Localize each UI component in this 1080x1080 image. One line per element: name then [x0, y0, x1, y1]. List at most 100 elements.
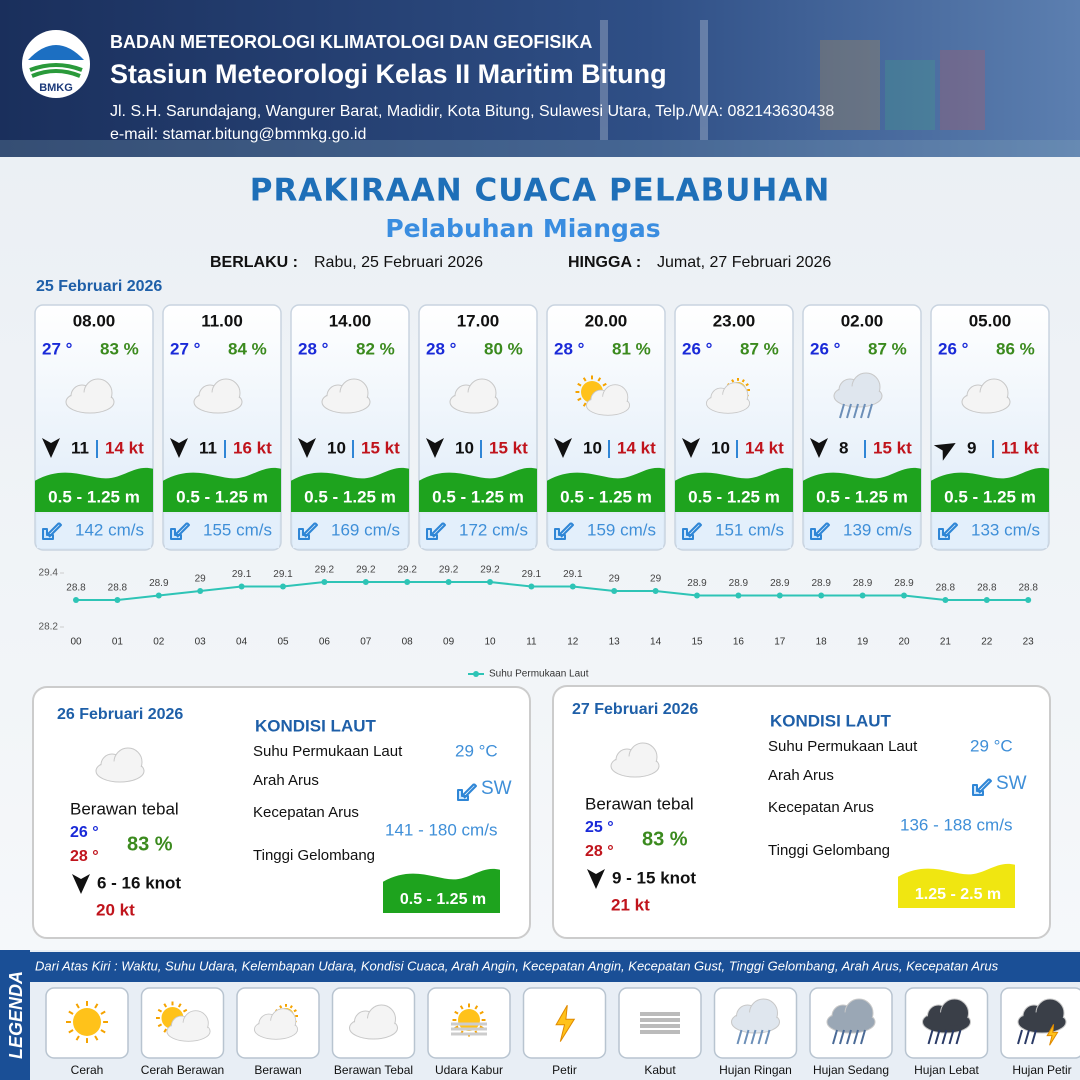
wave-shape: [291, 467, 409, 512]
card-gust: 14 kt: [745, 438, 784, 457]
legend-item-label: Hujan Ringan: [719, 1063, 792, 1077]
sea-wave: 0.5 - 1.25 m: [400, 891, 486, 908]
legend-side-bar: [0, 950, 30, 1080]
cloud-part: [184, 1011, 208, 1035]
card-humidity: 87 %: [740, 339, 779, 358]
sea-label: Suhu Permukaan Laut: [768, 738, 918, 755]
rain-drop: [743, 1029, 750, 1045]
card-humidity: 87 %: [868, 339, 907, 358]
from-date: Rabu, 25 Februari 2026: [314, 254, 483, 271]
card-humidity: 82 %: [356, 339, 395, 358]
wave-shape: [898, 863, 1015, 908]
sst-value-label: 28.8: [936, 583, 956, 594]
cloud-part: [368, 1006, 395, 1032]
sun-ray: [157, 1008, 163, 1013]
panel-wind: 6 - 16 knot: [97, 873, 181, 892]
cloud: [585, 384, 631, 416]
sst-point: [445, 579, 452, 585]
rain-drop: [832, 1029, 838, 1045]
legend-item-label: Udara Kabur: [435, 1063, 503, 1077]
card-wind: 9: [967, 438, 976, 457]
sst-value-label: 29: [609, 574, 621, 585]
card-time: 17.00: [457, 311, 500, 330]
panel-date: 27 Februari 2026: [572, 701, 698, 718]
sst-point: [114, 597, 121, 603]
sst-point: [528, 583, 535, 590]
sun-ray: [293, 1009, 297, 1013]
card-wind: 11: [199, 438, 217, 457]
sea-label: Arah Arus: [768, 767, 834, 784]
rain-drop: [860, 403, 866, 419]
x-tick-label: 19: [857, 637, 869, 648]
x-tick-label: 12: [567, 637, 579, 648]
sst-point: [404, 579, 411, 585]
sun-ray: [177, 1003, 182, 1008]
sea-heading: KONDISI LAUT: [255, 716, 377, 735]
sea-dir: SW: [996, 773, 1027, 794]
card-temp: 26 °: [682, 339, 713, 358]
panel-wind: 9 - 15 knot: [612, 868, 696, 887]
card-current: 151 cm/s: [715, 520, 784, 539]
sun-ray: [68, 1029, 74, 1034]
card-wave: 0.5 - 1.25 m: [176, 487, 268, 506]
cloud: [449, 378, 499, 414]
current-arrow: [682, 522, 702, 540]
sst-point: [694, 592, 700, 599]
cloud: [922, 998, 971, 1034]
sst-value-label: 28.8: [977, 583, 997, 594]
rain-drop: [934, 1029, 941, 1045]
wind-arrow: [170, 438, 188, 458]
sst-point: [983, 597, 990, 603]
from-label: BERLAKU :: [210, 254, 298, 271]
sun-ray: [602, 382, 607, 387]
y-tick-label: 29.4: [39, 568, 59, 579]
rain-drop: [846, 1029, 852, 1045]
sst-value-label: 28.8: [1018, 583, 1038, 594]
wind-arrow: [42, 438, 60, 458]
legend-label: Suhu Permukaan Laut: [489, 669, 589, 680]
x-tick-label: 09: [443, 637, 455, 648]
current-arrow: [810, 522, 830, 540]
sst-value-label: 28.9: [811, 578, 831, 589]
sun-ray: [597, 377, 602, 382]
sst-point: [73, 597, 79, 603]
port: Pelabuhan Miangas: [385, 214, 660, 243]
cloud-part: [981, 380, 1007, 406]
panel-date: 26 Februari 2026: [57, 706, 183, 723]
agency: BADAN METEOROLOGI KLIMATOLOGI DAN GEOFIS…: [110, 32, 592, 52]
cloud: [1017, 998, 1067, 1034]
card-current: 159 cm/s: [587, 520, 656, 539]
card-temp: 26 °: [938, 339, 969, 358]
sst-value-label: 28.9: [853, 578, 873, 589]
cloud-part: [1037, 1000, 1063, 1026]
sun-ray: [289, 1005, 293, 1009]
rain-drop: [927, 1029, 934, 1045]
card-time: 14.00: [329, 311, 372, 330]
cloud-part: [469, 380, 495, 406]
current-arrow: [457, 783, 477, 801]
x-tick-label: 16: [733, 637, 745, 648]
sun-ray: [279, 1005, 283, 1009]
cloud: [65, 378, 115, 414]
y-tick-label: 28.2: [39, 622, 59, 633]
sst-point: [942, 597, 949, 603]
sst-value-label: 29.2: [356, 565, 376, 576]
legend-item-label: Cerah Berawan: [141, 1063, 224, 1077]
cloud: [731, 998, 780, 1034]
wind-arrow: [554, 438, 572, 458]
x-tick-label: 10: [484, 637, 496, 648]
cloud-part: [85, 380, 111, 406]
logo-waves: [29, 63, 83, 78]
wave-shape: [803, 467, 921, 512]
card-wind: 10: [583, 438, 602, 457]
panel-temp-max: 28 °: [70, 848, 99, 865]
sst-value-label: 28.9: [687, 578, 707, 589]
current-arrow: [42, 522, 62, 540]
sun-ray: [75, 1035, 80, 1041]
legend-item-label: Hujan Petir: [1012, 1063, 1071, 1077]
wind-arrow: [933, 443, 956, 461]
cloud: [321, 378, 371, 414]
card-wind: 10: [711, 438, 730, 457]
sst-value-label: 28.9: [894, 578, 914, 589]
sun-ray: [745, 383, 749, 387]
